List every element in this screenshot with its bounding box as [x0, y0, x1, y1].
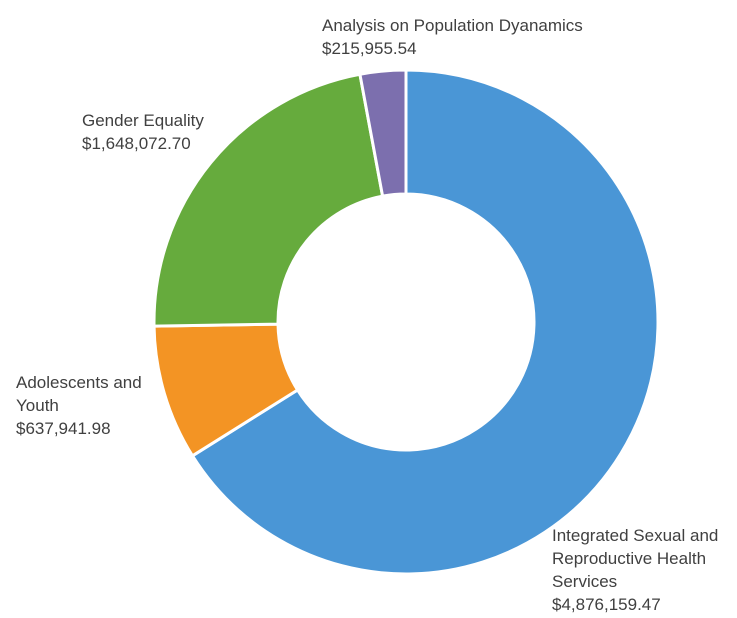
label-line: Services	[552, 572, 618, 591]
slice-label-gender-equality: Gender Equality $1,648,072.70	[82, 109, 204, 155]
slice-gender-equality	[152, 72, 385, 328]
slice-label-adolescents-youth: Adolescents and Youth $637,941.98	[16, 371, 142, 440]
value-text: $637,941.98	[16, 419, 111, 438]
label-line: Integrated Sexual and	[552, 526, 719, 545]
value-text: $4,876,159.47	[552, 595, 661, 614]
slice-integrated-sexual-and-reproductive-health-services	[190, 68, 660, 576]
label-line: Reproductive Health	[552, 549, 707, 568]
donut-slices	[152, 68, 660, 576]
slice-analysis-on-population-dyanamics	[358, 68, 408, 198]
label-line: Adolescents and	[16, 373, 142, 392]
value-text: $215,955.54	[322, 39, 417, 58]
value-text: $1,648,072.70	[82, 134, 191, 153]
slice-label-integrated-health: Integrated Sexual and Reproductive Healt…	[552, 524, 718, 616]
slice-label-population-dynamics: Analysis on Population Dyanamics $215,95…	[322, 14, 583, 60]
label-line: Analysis on Population Dyanamics	[322, 16, 583, 35]
label-line: Gender Equality	[82, 111, 204, 130]
label-line: Youth	[16, 396, 59, 415]
